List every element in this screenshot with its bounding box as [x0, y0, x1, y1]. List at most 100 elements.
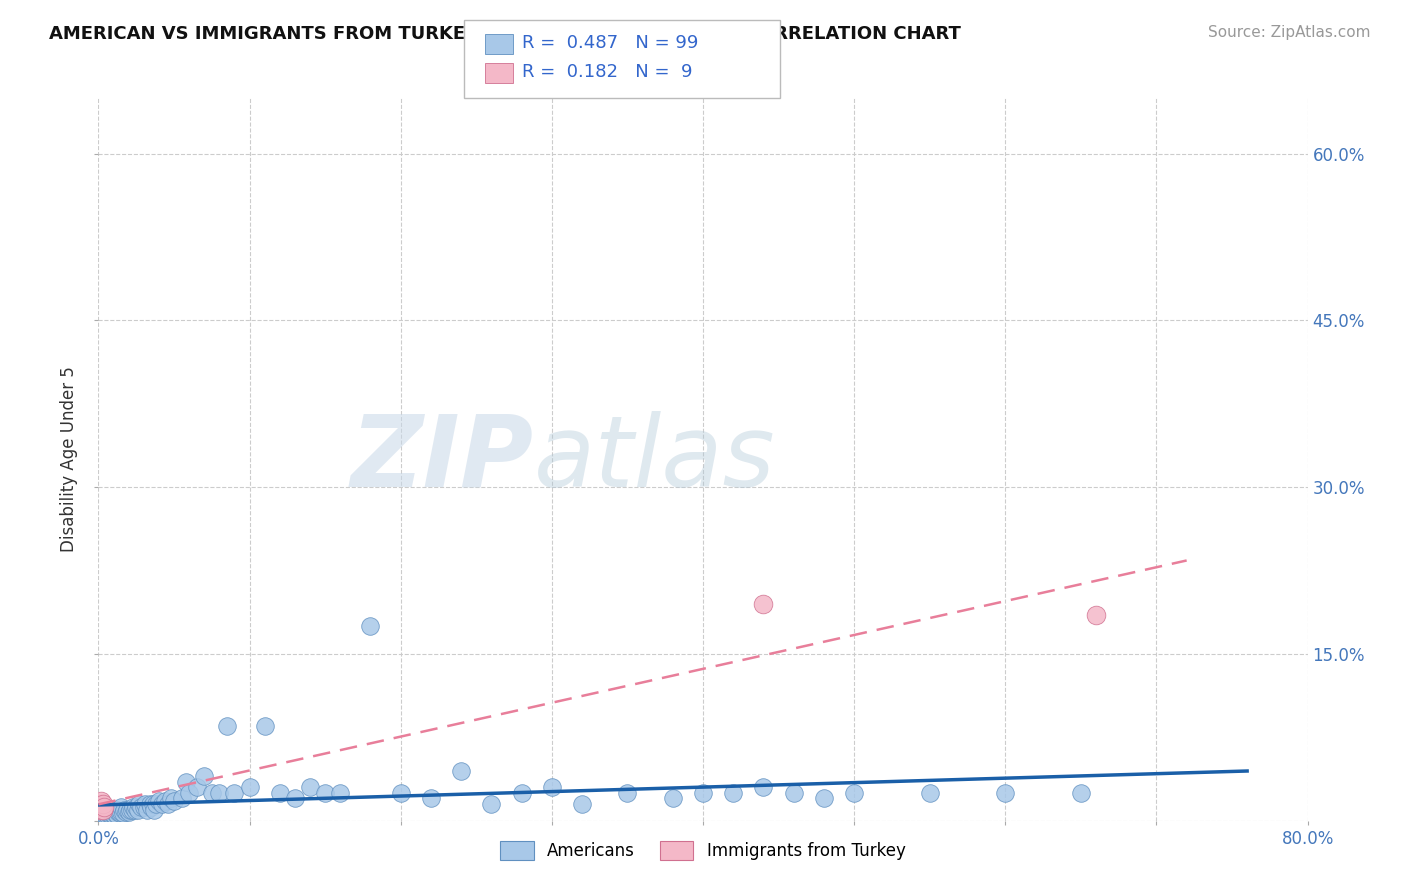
Point	[120, 803, 142, 817]
Point	[752, 780, 775, 795]
Point	[91, 797, 114, 811]
Point	[105, 803, 128, 817]
Point	[112, 803, 135, 817]
Point	[844, 786, 866, 800]
Point	[163, 794, 186, 808]
Point	[239, 780, 262, 795]
Point	[153, 794, 176, 808]
Point	[89, 803, 111, 817]
Point	[94, 809, 117, 823]
Point	[723, 786, 745, 800]
Point	[94, 805, 117, 820]
Point	[135, 803, 157, 817]
Point	[89, 805, 111, 819]
Point	[90, 810, 112, 824]
Point	[783, 786, 806, 800]
Point	[994, 786, 1017, 800]
Point	[145, 797, 167, 811]
Point	[91, 800, 114, 814]
Point	[139, 797, 162, 811]
Point	[101, 803, 124, 817]
Text: R =  0.182   N =  9: R = 0.182 N = 9	[522, 63, 692, 81]
Point	[170, 791, 193, 805]
Point	[89, 808, 111, 822]
Point	[215, 719, 238, 733]
Legend: Americans, Immigrants from Turkey: Americans, Immigrants from Turkey	[494, 834, 912, 866]
Point	[284, 791, 307, 805]
Point	[692, 786, 714, 800]
Point	[90, 800, 112, 814]
Text: AMERICAN VS IMMIGRANTS FROM TURKEY DISABILITY AGE UNDER 5 CORRELATION CHART: AMERICAN VS IMMIGRANTS FROM TURKEY DISAB…	[49, 25, 962, 43]
Text: ZIP: ZIP	[350, 411, 534, 508]
Point	[96, 808, 118, 822]
Point	[103, 808, 125, 822]
Point	[813, 791, 835, 805]
Point	[329, 786, 352, 800]
Point	[1085, 607, 1108, 622]
Point	[752, 597, 775, 611]
Point	[132, 800, 155, 814]
Point	[94, 803, 117, 817]
Text: atlas: atlas	[534, 411, 775, 508]
Point	[90, 808, 112, 822]
Point	[90, 805, 112, 819]
Point	[91, 803, 114, 817]
Point	[93, 805, 115, 819]
Point	[91, 809, 114, 823]
Point	[510, 786, 533, 800]
Point	[114, 805, 136, 819]
Point	[141, 800, 163, 814]
Point	[105, 808, 128, 822]
Point	[96, 805, 118, 819]
Point	[115, 803, 138, 817]
Point	[142, 797, 165, 811]
Point	[918, 786, 941, 800]
Point	[1070, 786, 1092, 800]
Text: R =  0.487   N = 99: R = 0.487 N = 99	[522, 34, 697, 52]
Point	[150, 797, 173, 811]
Point	[540, 780, 562, 795]
Point	[129, 800, 152, 814]
Point	[616, 786, 638, 800]
Point	[124, 803, 146, 817]
Point	[481, 797, 503, 811]
Point	[128, 797, 150, 811]
Point	[450, 764, 472, 778]
Point	[179, 786, 201, 800]
Point	[89, 808, 111, 822]
Point	[186, 780, 208, 795]
Point	[314, 786, 336, 800]
Point	[98, 807, 121, 822]
Point	[148, 794, 170, 808]
Point	[224, 786, 246, 800]
Point	[100, 808, 122, 822]
Point	[90, 800, 112, 814]
Point	[134, 797, 156, 811]
Point	[110, 800, 132, 814]
Point	[174, 774, 197, 789]
Point	[91, 805, 114, 819]
Point	[571, 797, 593, 811]
Point	[156, 797, 179, 811]
Point	[110, 805, 132, 819]
Point	[269, 786, 291, 800]
Point	[104, 805, 127, 820]
Point	[420, 791, 443, 805]
Point	[121, 803, 143, 817]
Point	[125, 800, 148, 814]
Point	[89, 797, 111, 811]
Point	[208, 786, 231, 800]
Point	[93, 803, 115, 817]
Point	[98, 803, 121, 817]
Point	[360, 619, 382, 633]
Point	[127, 803, 149, 817]
Point	[89, 803, 111, 817]
Point	[661, 791, 683, 805]
Point	[299, 780, 322, 795]
Point	[107, 805, 129, 819]
Point	[90, 805, 112, 820]
Point	[389, 786, 412, 800]
Point	[103, 803, 125, 817]
Point	[193, 769, 215, 783]
Point	[100, 805, 122, 819]
